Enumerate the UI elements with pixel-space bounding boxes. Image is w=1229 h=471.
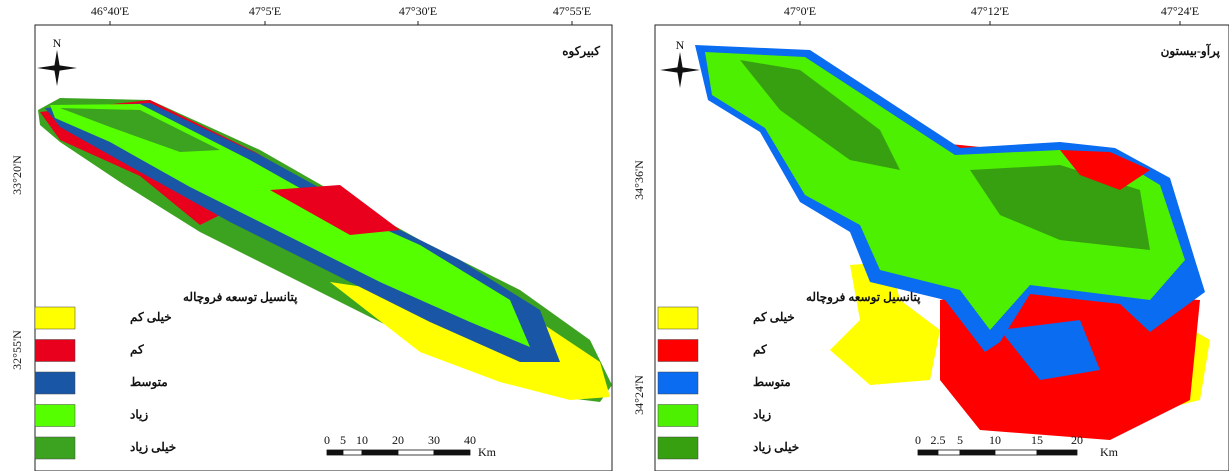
longitude-label: 46°40'E xyxy=(91,4,129,18)
latitude-label: 33°20'N xyxy=(10,155,24,195)
legend-swatch xyxy=(35,307,75,329)
scale-label: 0 xyxy=(915,433,921,447)
scale-label: 2.5 xyxy=(931,433,946,447)
legend-label: خیلی زیاد xyxy=(130,440,176,455)
north-label: N xyxy=(53,36,62,50)
scale-unit: Km xyxy=(478,445,497,459)
scale-unit: Km xyxy=(1100,445,1119,459)
legend-label: خیلی کم xyxy=(753,310,795,325)
scale-label: 10 xyxy=(356,433,368,447)
map-panel: 46°40'E 47°5'E 47°30'E 47°55'E 33°20'N 32°55'… xyxy=(10,4,612,471)
scale-segment xyxy=(918,450,938,455)
legend-swatch xyxy=(35,372,75,394)
longitude-label: 47°30'E xyxy=(399,4,437,18)
scale-segment xyxy=(362,450,398,455)
latitude-label: 34°36'N xyxy=(632,160,646,200)
scale-segment xyxy=(938,450,960,455)
map-title: کبیرکوه xyxy=(562,44,600,59)
scale-label: 20 xyxy=(392,433,404,447)
longitude-label: 47°5'E xyxy=(249,4,281,18)
scale-segment xyxy=(343,450,362,455)
latitude-label: 34°24'N xyxy=(632,375,646,415)
scale-label: 10 xyxy=(989,433,1001,447)
legend-label: زیاد xyxy=(753,407,771,422)
legend-label: خیلی کم xyxy=(130,310,172,325)
map-panel: 47°0'E 47°12'E 47°24'E 34°36'N 34°24'N پرآو-ب… xyxy=(632,4,1229,471)
legend-swatch xyxy=(658,340,698,362)
scale-label: 5 xyxy=(957,433,963,447)
longitude-label: 47°0'E xyxy=(784,4,816,18)
legend-swatch xyxy=(35,405,75,427)
legend-label: متوسط xyxy=(130,375,168,390)
scale-segment xyxy=(995,450,1037,455)
map-title: پرآو-بیستون xyxy=(1161,42,1221,59)
scale-label: 20 xyxy=(1071,433,1083,447)
legend-label: زیاد xyxy=(130,407,148,422)
latitude-label: 32°55'N xyxy=(10,330,24,370)
scale-segment xyxy=(960,450,995,455)
legend-label: کم xyxy=(130,342,144,357)
longitude-label: 47°12'E xyxy=(971,4,1009,18)
scale-label: 5 xyxy=(340,433,346,447)
legend-swatch xyxy=(658,307,698,329)
legend-title: پتانسیل توسعه فروچاله xyxy=(806,290,921,305)
legend-swatch xyxy=(35,437,75,459)
legend-swatch xyxy=(658,405,698,427)
legend-label: خیلی زیاد xyxy=(753,440,799,455)
scale-segment xyxy=(398,450,434,455)
scale-segment xyxy=(434,450,470,455)
legend-swatch xyxy=(658,437,698,459)
longitude-label: 47°55'E xyxy=(553,4,591,18)
legend-swatch xyxy=(658,372,698,394)
legend-label: کم xyxy=(753,342,767,357)
scale-label: 40 xyxy=(464,433,476,447)
longitude-label: 47°24'E xyxy=(1161,4,1199,18)
scale-label: 0 xyxy=(324,433,330,447)
scale-segment xyxy=(1037,450,1077,455)
scale-segment xyxy=(327,450,343,455)
scale-label: 15 xyxy=(1031,433,1043,447)
legend-title: پتانسیل توسعه فروچاله xyxy=(183,290,298,305)
map-figure: 46°40'E 47°5'E 47°30'E 47°55'E 33°20'N 32°55'… xyxy=(0,0,1229,471)
legend-label: متوسط xyxy=(753,375,791,390)
legend-swatch xyxy=(35,340,75,362)
north-label: N xyxy=(676,38,685,52)
scale-label: 30 xyxy=(428,433,440,447)
